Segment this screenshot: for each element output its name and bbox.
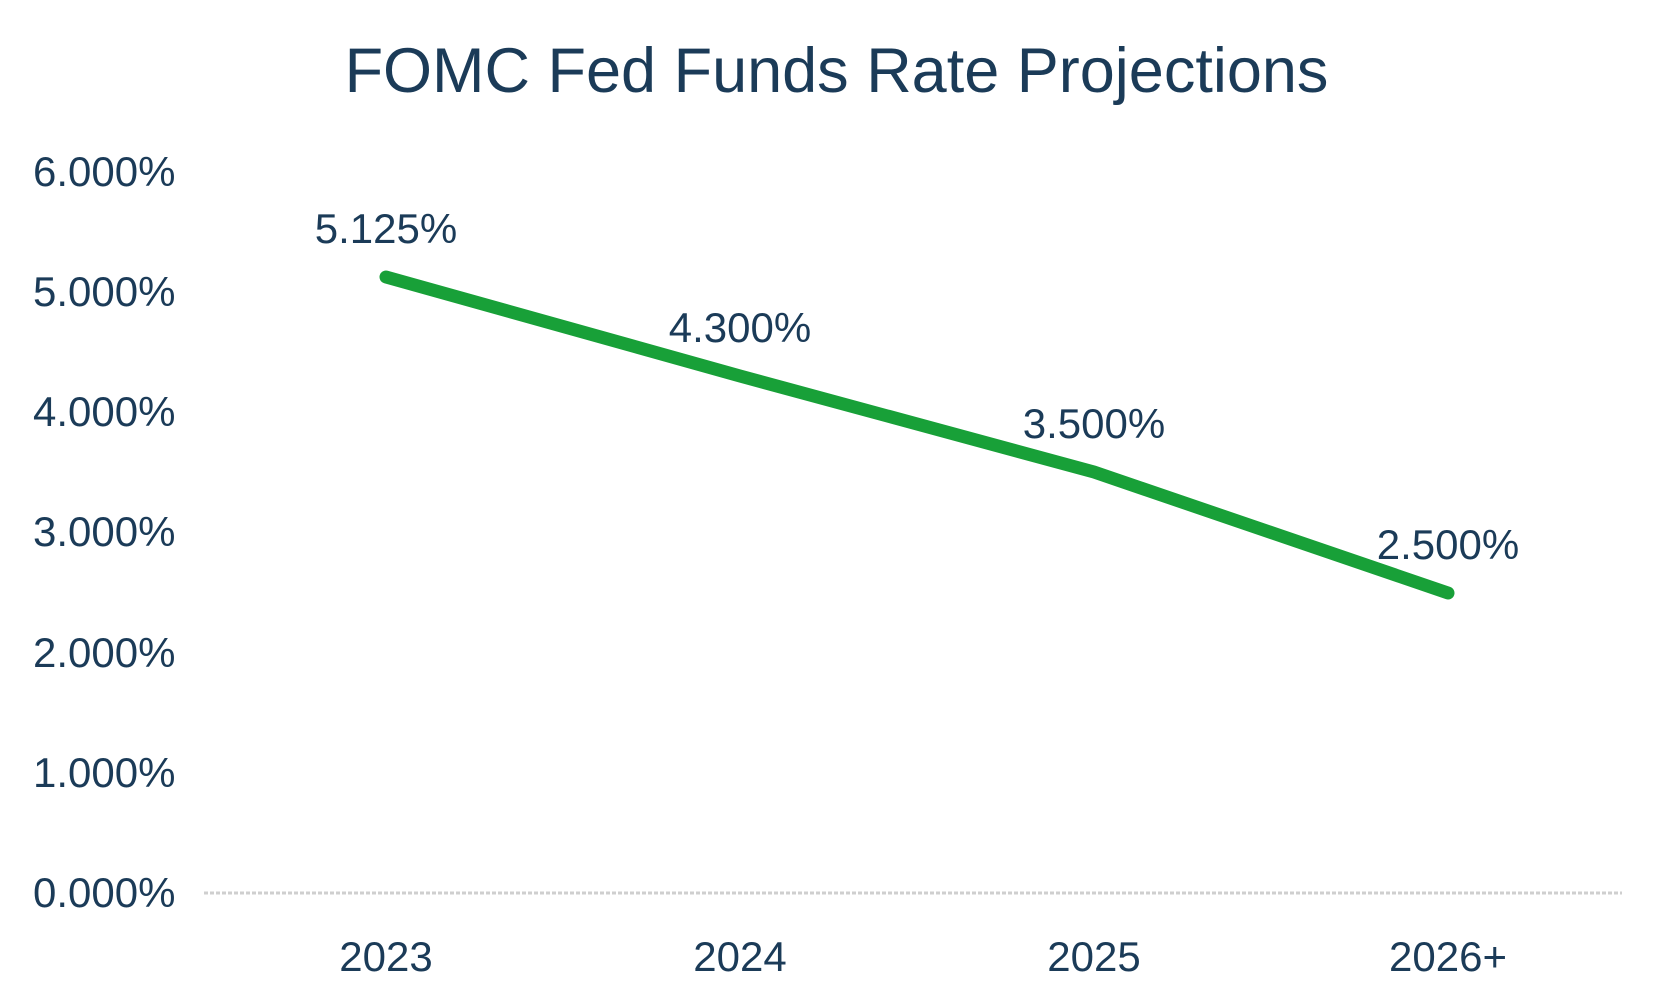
chart-title: FOMC Fed Funds Rate Projections [344,36,1329,106]
y-tick-label: 4.000% [33,388,176,436]
y-tick-label: 3.000% [33,508,176,556]
y-tick-label: 5.000% [33,268,176,315]
data-point-label: 4.300% [668,304,812,351]
data-point-label: 3.500% [1022,400,1166,447]
y-tick-label: 1.000% [33,748,176,796]
y-tick-label: 2.000% [33,628,176,676]
y-tick-label: 0.000% [33,869,176,916]
x-tick-label: 2026+ [1389,933,1507,980]
fed-funds-rate-line [379,270,1455,600]
data-point-label: 2.500% [1376,521,1520,568]
x-tick-label: 2025 [1047,933,1141,980]
x-tick-label: 2023 [339,933,433,980]
x-tick-label: 2024 [693,933,787,980]
data-point-label: 5.125% [314,205,458,252]
y-tick-label: 6.000% [33,147,176,195]
